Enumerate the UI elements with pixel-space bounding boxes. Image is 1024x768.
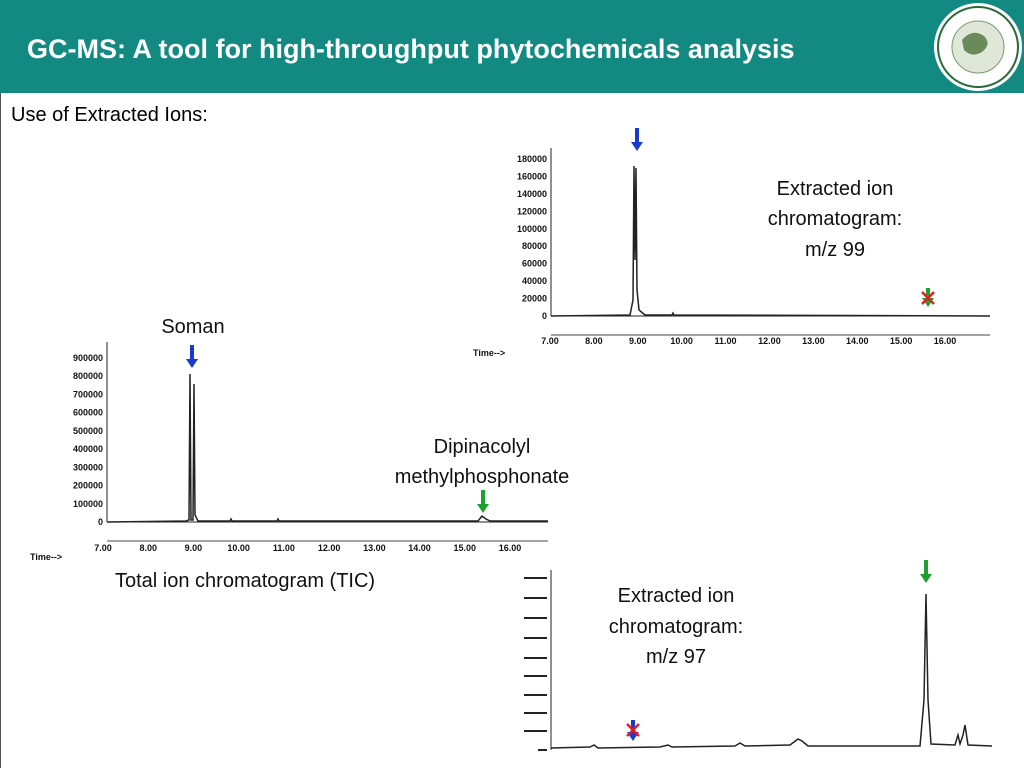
y-tick-label: 400000 [73,444,103,454]
markers [186,128,935,741]
annotation: m/z 99 [805,239,865,261]
annotation: chromatogram: [768,208,903,230]
y-tick-label: 200000 [73,481,103,491]
mz99-chart [550,148,991,336]
y-tick-label: 40000 [522,276,547,286]
y-tick-label: 80000 [522,241,547,251]
y-tick-label: 0 [98,517,103,527]
time-label: Time--> [30,552,62,562]
y-tick-label: 100000 [517,224,547,234]
y-tick-label: 120000 [517,206,547,216]
x-tick-label: 12.00 [318,543,341,553]
slide-border [0,93,1,768]
x-tick-label: 11.00 [273,543,295,553]
chart-caption: Total ion chromatogram (TIC) [115,570,375,592]
y-tick-label: 140000 [517,189,547,199]
y-tick-label: 900000 [73,353,103,363]
y-tick-label: 300000 [73,462,103,472]
slide-title: GC-MS: A tool for high-throughput phytoc… [27,34,795,64]
y-tick-label: 160000 [517,171,547,181]
x-tick-label: 14.00 [408,543,431,553]
x-tick-label: 13.00 [363,543,386,553]
x-tick-label: 7.00 [541,336,559,346]
annotation: Soman [161,316,224,338]
x-tick-label: 16.00 [934,336,957,346]
x-tick-label: 8.00 [139,543,157,553]
mz97-chart [524,570,993,751]
x-tick-label: 8.00 [585,336,603,346]
y-tick-label: 500000 [73,426,103,436]
annotation: Dipinacolyl [434,436,531,458]
subtitle: Use of Extracted Ions: [11,104,208,126]
annotation: Extracted ion [777,178,894,200]
y-tick-label: 180000 [517,154,547,164]
x-tick-label: 15.00 [454,543,477,553]
x-tick-label: 15.00 [890,336,913,346]
y-tick-label: 60000 [522,259,547,269]
x-tick-label: 10.00 [227,543,250,553]
y-tick-label: 100000 [73,499,103,509]
y-tick-label: 0 [542,311,547,321]
x-tick-label: 9.00 [185,543,203,553]
y-tick-label: 20000 [522,294,547,304]
y-tick-label: 700000 [73,389,103,399]
x-tick-label: 14.00 [846,336,869,346]
annotation: chromatogram: [609,616,744,638]
x-tick-label: 16.00 [499,543,522,553]
x-tick-label: 13.00 [802,336,825,346]
x-tick-label: 10.00 [670,336,693,346]
x-tick-label: 9.00 [629,336,647,346]
x-tick-label: 11.00 [715,336,737,346]
annotation: methylphosphonate [395,466,570,488]
y-tick-label: 600000 [73,408,103,418]
annotation: m/z 97 [646,646,706,668]
x-tick-label: 12.00 [758,336,781,346]
logo [934,3,1022,91]
tic-chart [106,342,548,542]
x-tick-label: 7.00 [94,543,112,553]
header: GC-MS: A tool for high-throughput phytoc… [0,0,1024,93]
time-label: Time--> [473,348,505,358]
annotation: Extracted ion [618,585,735,607]
y-tick-label: 800000 [73,371,103,381]
